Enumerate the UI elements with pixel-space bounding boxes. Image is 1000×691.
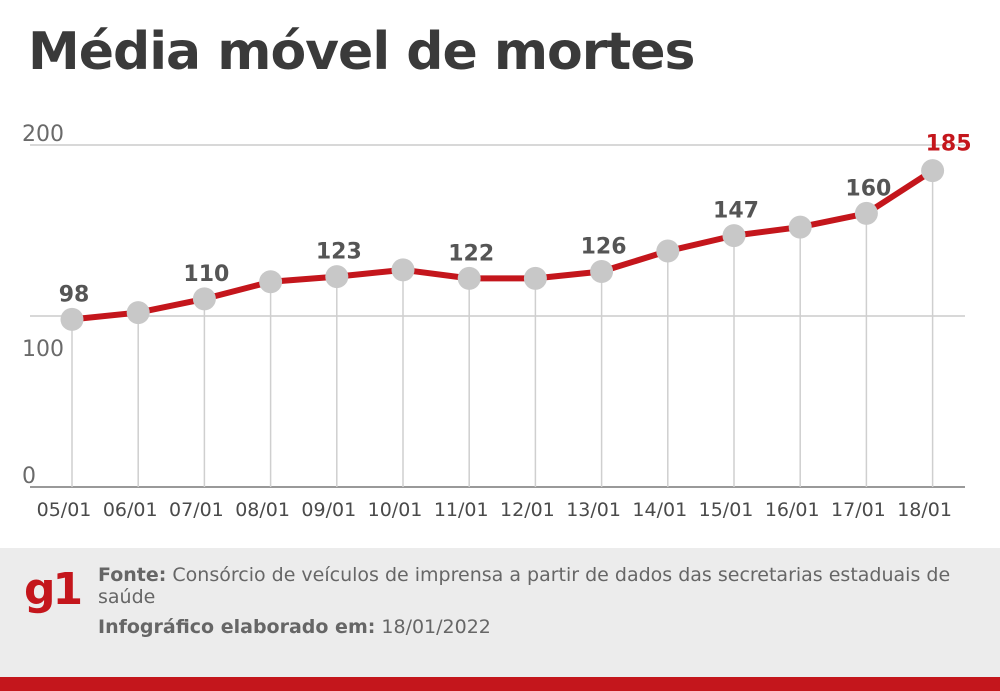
data-label: 110 — [183, 262, 229, 287]
data-point-17/01 — [854, 201, 878, 225]
source-text: Consórcio de veículos de imprensa a part… — [98, 564, 951, 608]
source-label: Fonte: — [98, 564, 167, 586]
x-tick-label: 13/01 — [566, 499, 621, 521]
date-text: 18/01/2022 — [381, 616, 491, 638]
x-tick-label: 09/01 — [301, 499, 356, 521]
x-tick-label: 16/01 — [765, 499, 820, 521]
data-point-05/01 — [60, 307, 84, 331]
data-label: 98 — [59, 282, 90, 307]
source-line: Fonte: Consórcio de veículos de imprensa… — [98, 564, 958, 608]
data-point-10/01 — [391, 258, 415, 282]
line-chart: 200 100 0 98 110 123 122 126 147 160 185 05/01 06/01… — [22, 122, 972, 521]
x-tick-label: 12/01 — [500, 499, 555, 521]
data-label: 123 — [316, 240, 362, 265]
data-point-07/01 — [192, 287, 216, 311]
data-point-08/01 — [259, 270, 283, 294]
x-tick-label: 06/01 — [103, 499, 158, 521]
x-tick-label: 11/01 — [434, 499, 489, 521]
footer: g1 Fonte: Consórcio de veículos de impre… — [0, 548, 1000, 691]
data-label: 185 — [926, 132, 972, 157]
data-point-15/01 — [722, 224, 746, 248]
y-tick-label: 100 — [22, 337, 64, 362]
data-point-16/01 — [788, 215, 812, 239]
data-label: 147 — [713, 199, 759, 224]
y-tick-label: 200 — [22, 122, 64, 147]
x-tick-label: 17/01 — [831, 499, 886, 521]
data-label: 122 — [448, 241, 494, 266]
chart-title: Média móvel de mortes — [28, 22, 695, 82]
data-label: 160 — [845, 176, 891, 201]
data-point-09/01 — [325, 265, 349, 289]
data-point-18/01 — [921, 159, 945, 183]
g1-logo: g1 — [24, 564, 83, 615]
x-tick-label: 14/01 — [632, 499, 687, 521]
data-point-11/01 — [457, 266, 481, 290]
date-label: Infográfico elaborado em: — [98, 616, 376, 638]
x-tick-label: 05/01 — [37, 499, 92, 521]
data-label: 126 — [581, 235, 627, 260]
footer-accent-bar — [0, 677, 1000, 691]
x-tick-label: 15/01 — [699, 499, 754, 521]
x-tick-label: 10/01 — [368, 499, 423, 521]
data-point-13/01 — [590, 260, 614, 284]
data-point-06/01 — [126, 301, 150, 325]
data-point-12/01 — [523, 266, 547, 290]
x-tick-label: 08/01 — [235, 499, 290, 521]
x-tick-label: 18/01 — [897, 499, 952, 521]
y-tick-label: 0 — [22, 464, 36, 489]
x-tick-label: 07/01 — [169, 499, 224, 521]
date-line: Infográfico elaborado em: 18/01/2022 — [98, 616, 958, 638]
data-point-14/01 — [656, 239, 680, 263]
